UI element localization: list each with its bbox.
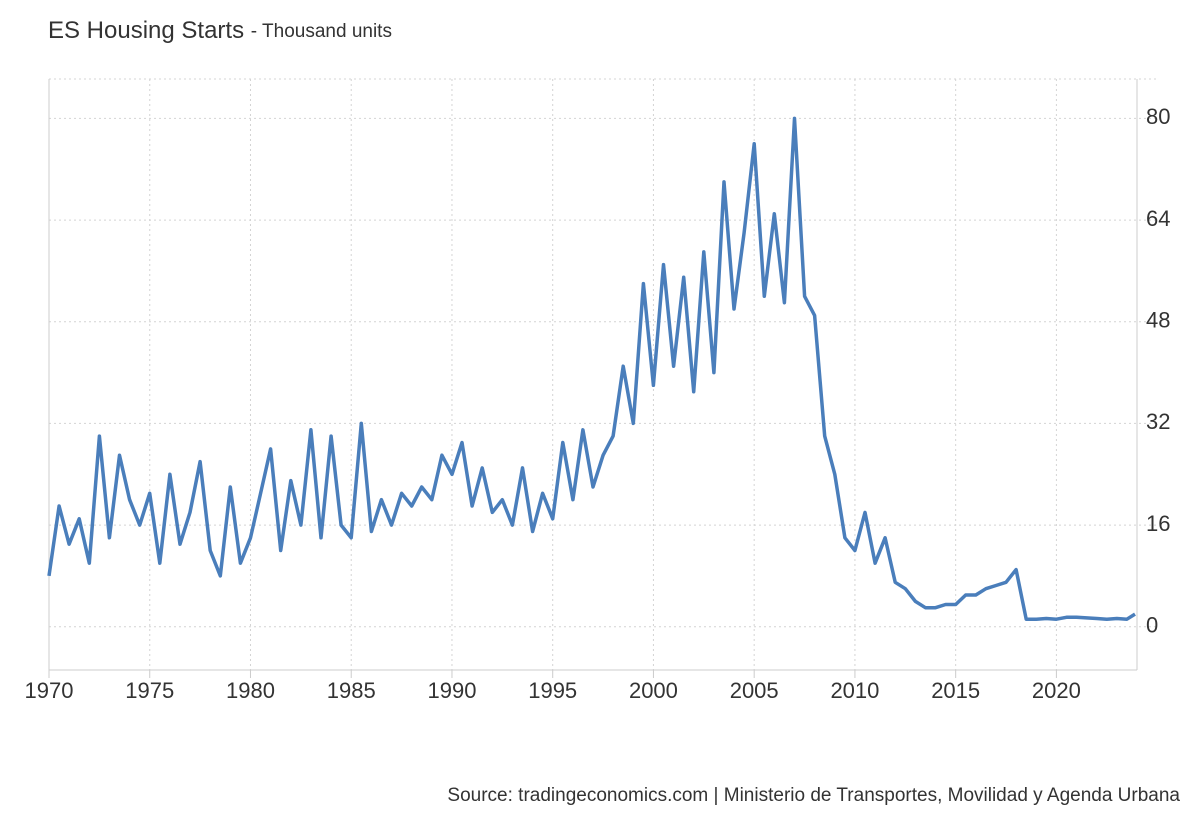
y-tick-label: 64 <box>1146 206 1170 231</box>
y-tick-label: 80 <box>1146 104 1170 129</box>
x-tick-label: 1995 <box>528 678 577 703</box>
x-tick-label: 2005 <box>730 678 779 703</box>
x-tick-label: 2015 <box>931 678 980 703</box>
series-line <box>47 116 1136 621</box>
subtitle: - Thousand units <box>251 21 392 42</box>
x-tick-label: 2000 <box>629 678 678 703</box>
y-tick-label: 32 <box>1146 409 1170 434</box>
y-tick-label: 16 <box>1146 511 1170 536</box>
title: ES Housing Starts <box>48 17 244 44</box>
y-tick-label: 48 <box>1146 308 1170 333</box>
x-tick-label: 1975 <box>125 678 174 703</box>
y-tick-label: 0 <box>1146 613 1158 638</box>
x-tick-label: 1970 <box>25 678 74 703</box>
source: Source: tradingeconomics.com | Ministeri… <box>447 785 1180 806</box>
x-tick-label: 1985 <box>327 678 376 703</box>
chart-title: ES Housing Starts - Thousand units <box>48 17 392 44</box>
x-tick-label: 1980 <box>226 678 275 703</box>
x-tick-label: 2010 <box>830 678 879 703</box>
x-tick-label: 1990 <box>427 678 476 703</box>
x-tick-label: 2020 <box>1032 678 1081 703</box>
